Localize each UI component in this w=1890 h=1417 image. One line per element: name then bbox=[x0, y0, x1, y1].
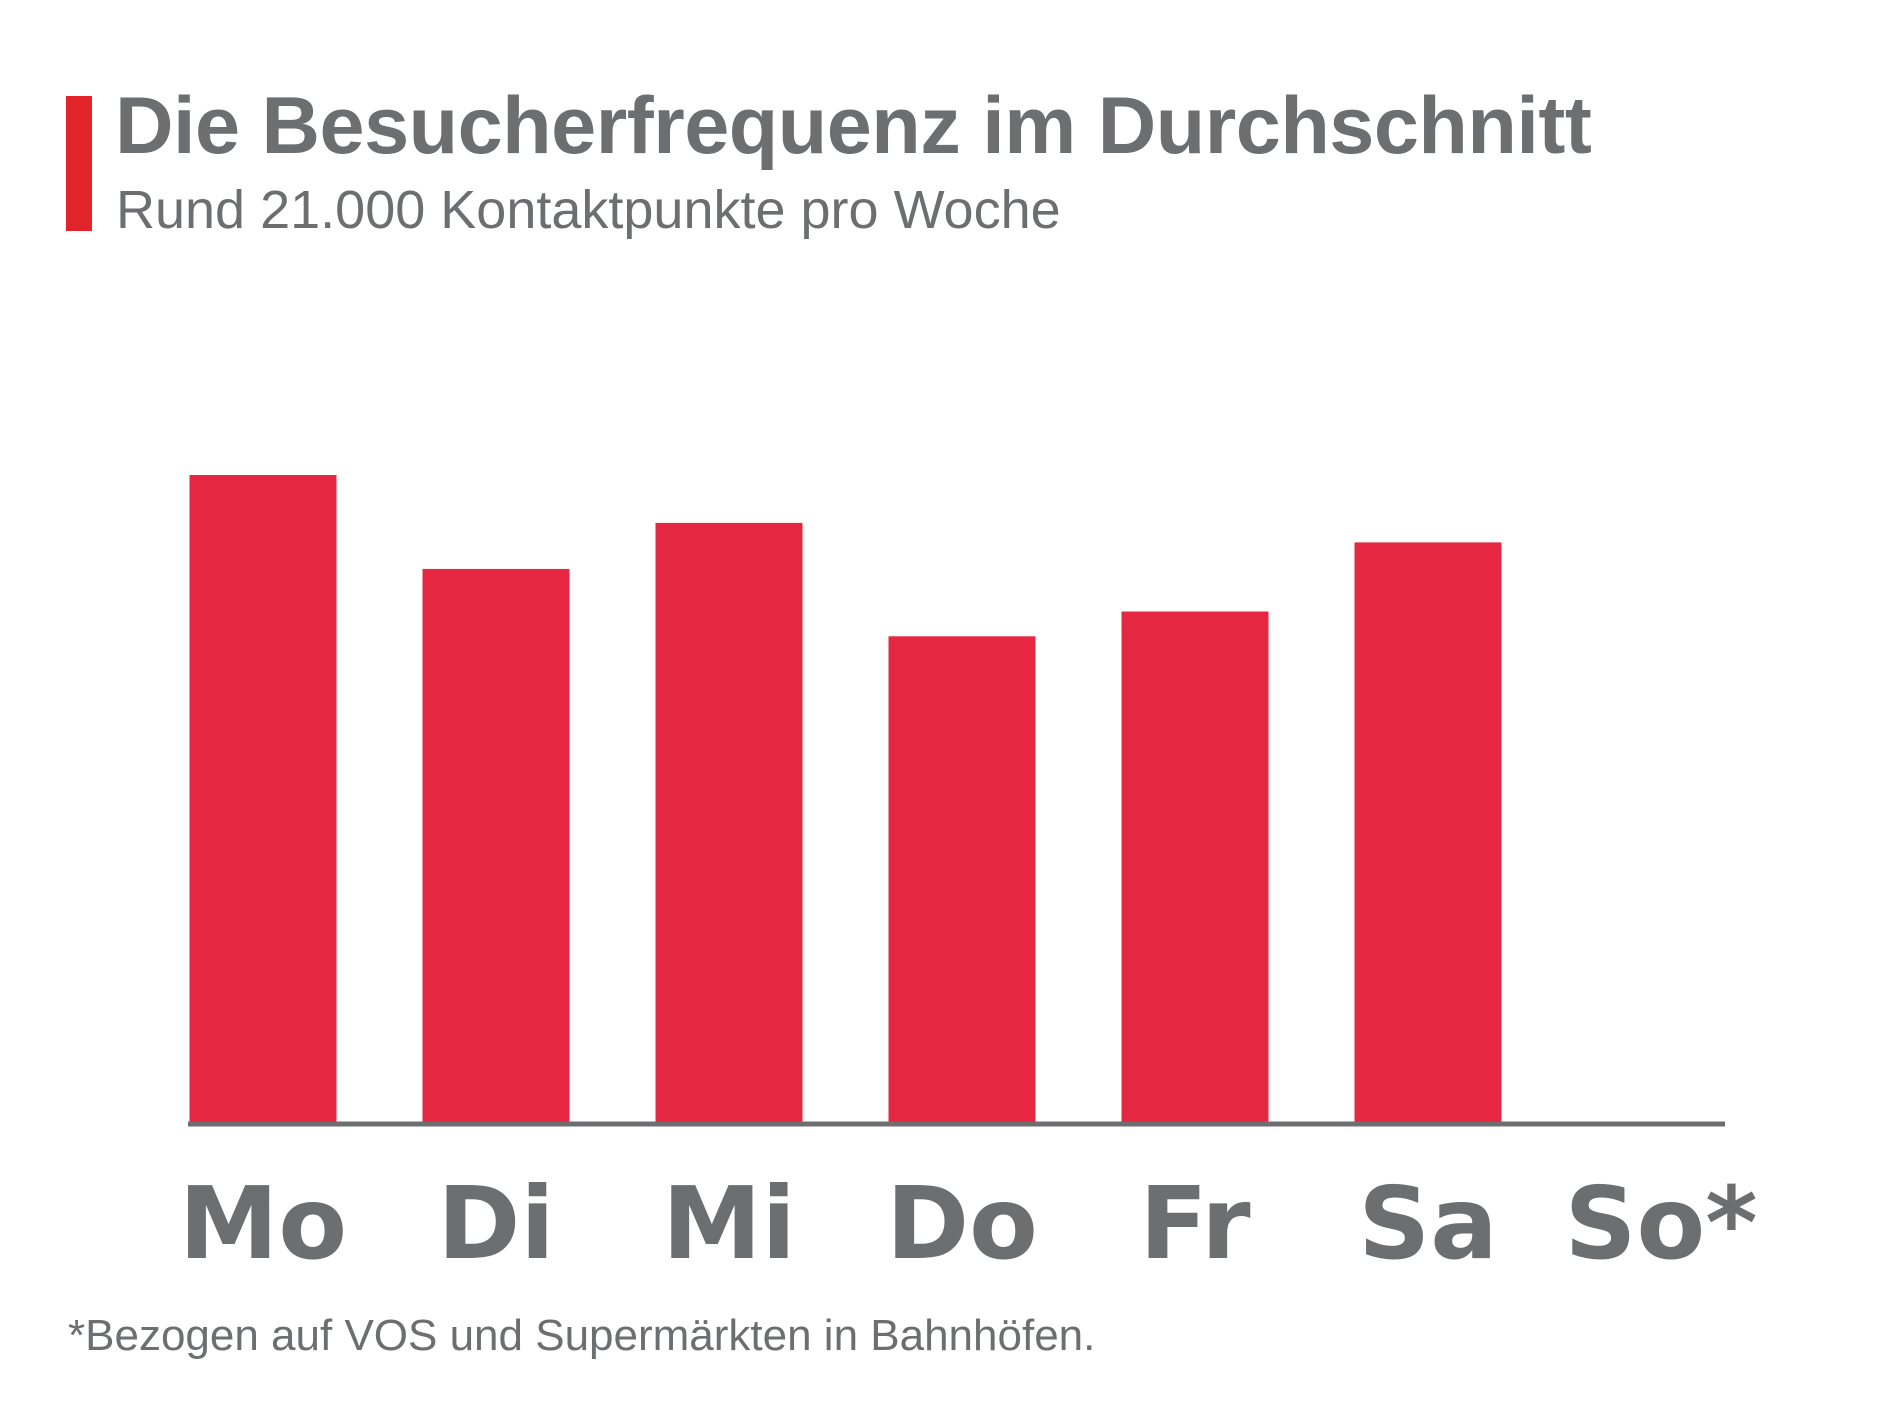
bar-sa bbox=[1354, 542, 1502, 1122]
x-tick-labels: Mo Di Mi Do Fr Sa So* bbox=[179, 1165, 1758, 1282]
bar-di bbox=[422, 568, 570, 1122]
title-accent-bar bbox=[66, 96, 92, 231]
x-tick-label-sa: Sa bbox=[1358, 1165, 1498, 1282]
x-tick-label-mo: Mo bbox=[179, 1165, 347, 1282]
bar-fr bbox=[1121, 611, 1269, 1122]
bar-mi bbox=[655, 522, 803, 1122]
x-tick-label-fr: Fr bbox=[1139, 1165, 1251, 1282]
bar-mo bbox=[189, 475, 337, 1122]
bar-do bbox=[888, 636, 1036, 1122]
chart-subtitle: Rund 21.000 Kontaktpunkte pro Woche bbox=[116, 180, 1061, 240]
x-tick-label-so: So* bbox=[1564, 1165, 1757, 1282]
chart-title: Die Besucherfrequenz im Durchschnitt bbox=[115, 81, 1592, 171]
footnote: *Bezogen auf VOS und Supermärkten in Bah… bbox=[68, 1311, 1096, 1360]
x-tick-label-di: Di bbox=[437, 1165, 554, 1282]
x-tick-label-do: Do bbox=[886, 1165, 1038, 1282]
bars-group bbox=[189, 475, 1502, 1122]
x-tick-label-mi: Mi bbox=[662, 1165, 796, 1282]
